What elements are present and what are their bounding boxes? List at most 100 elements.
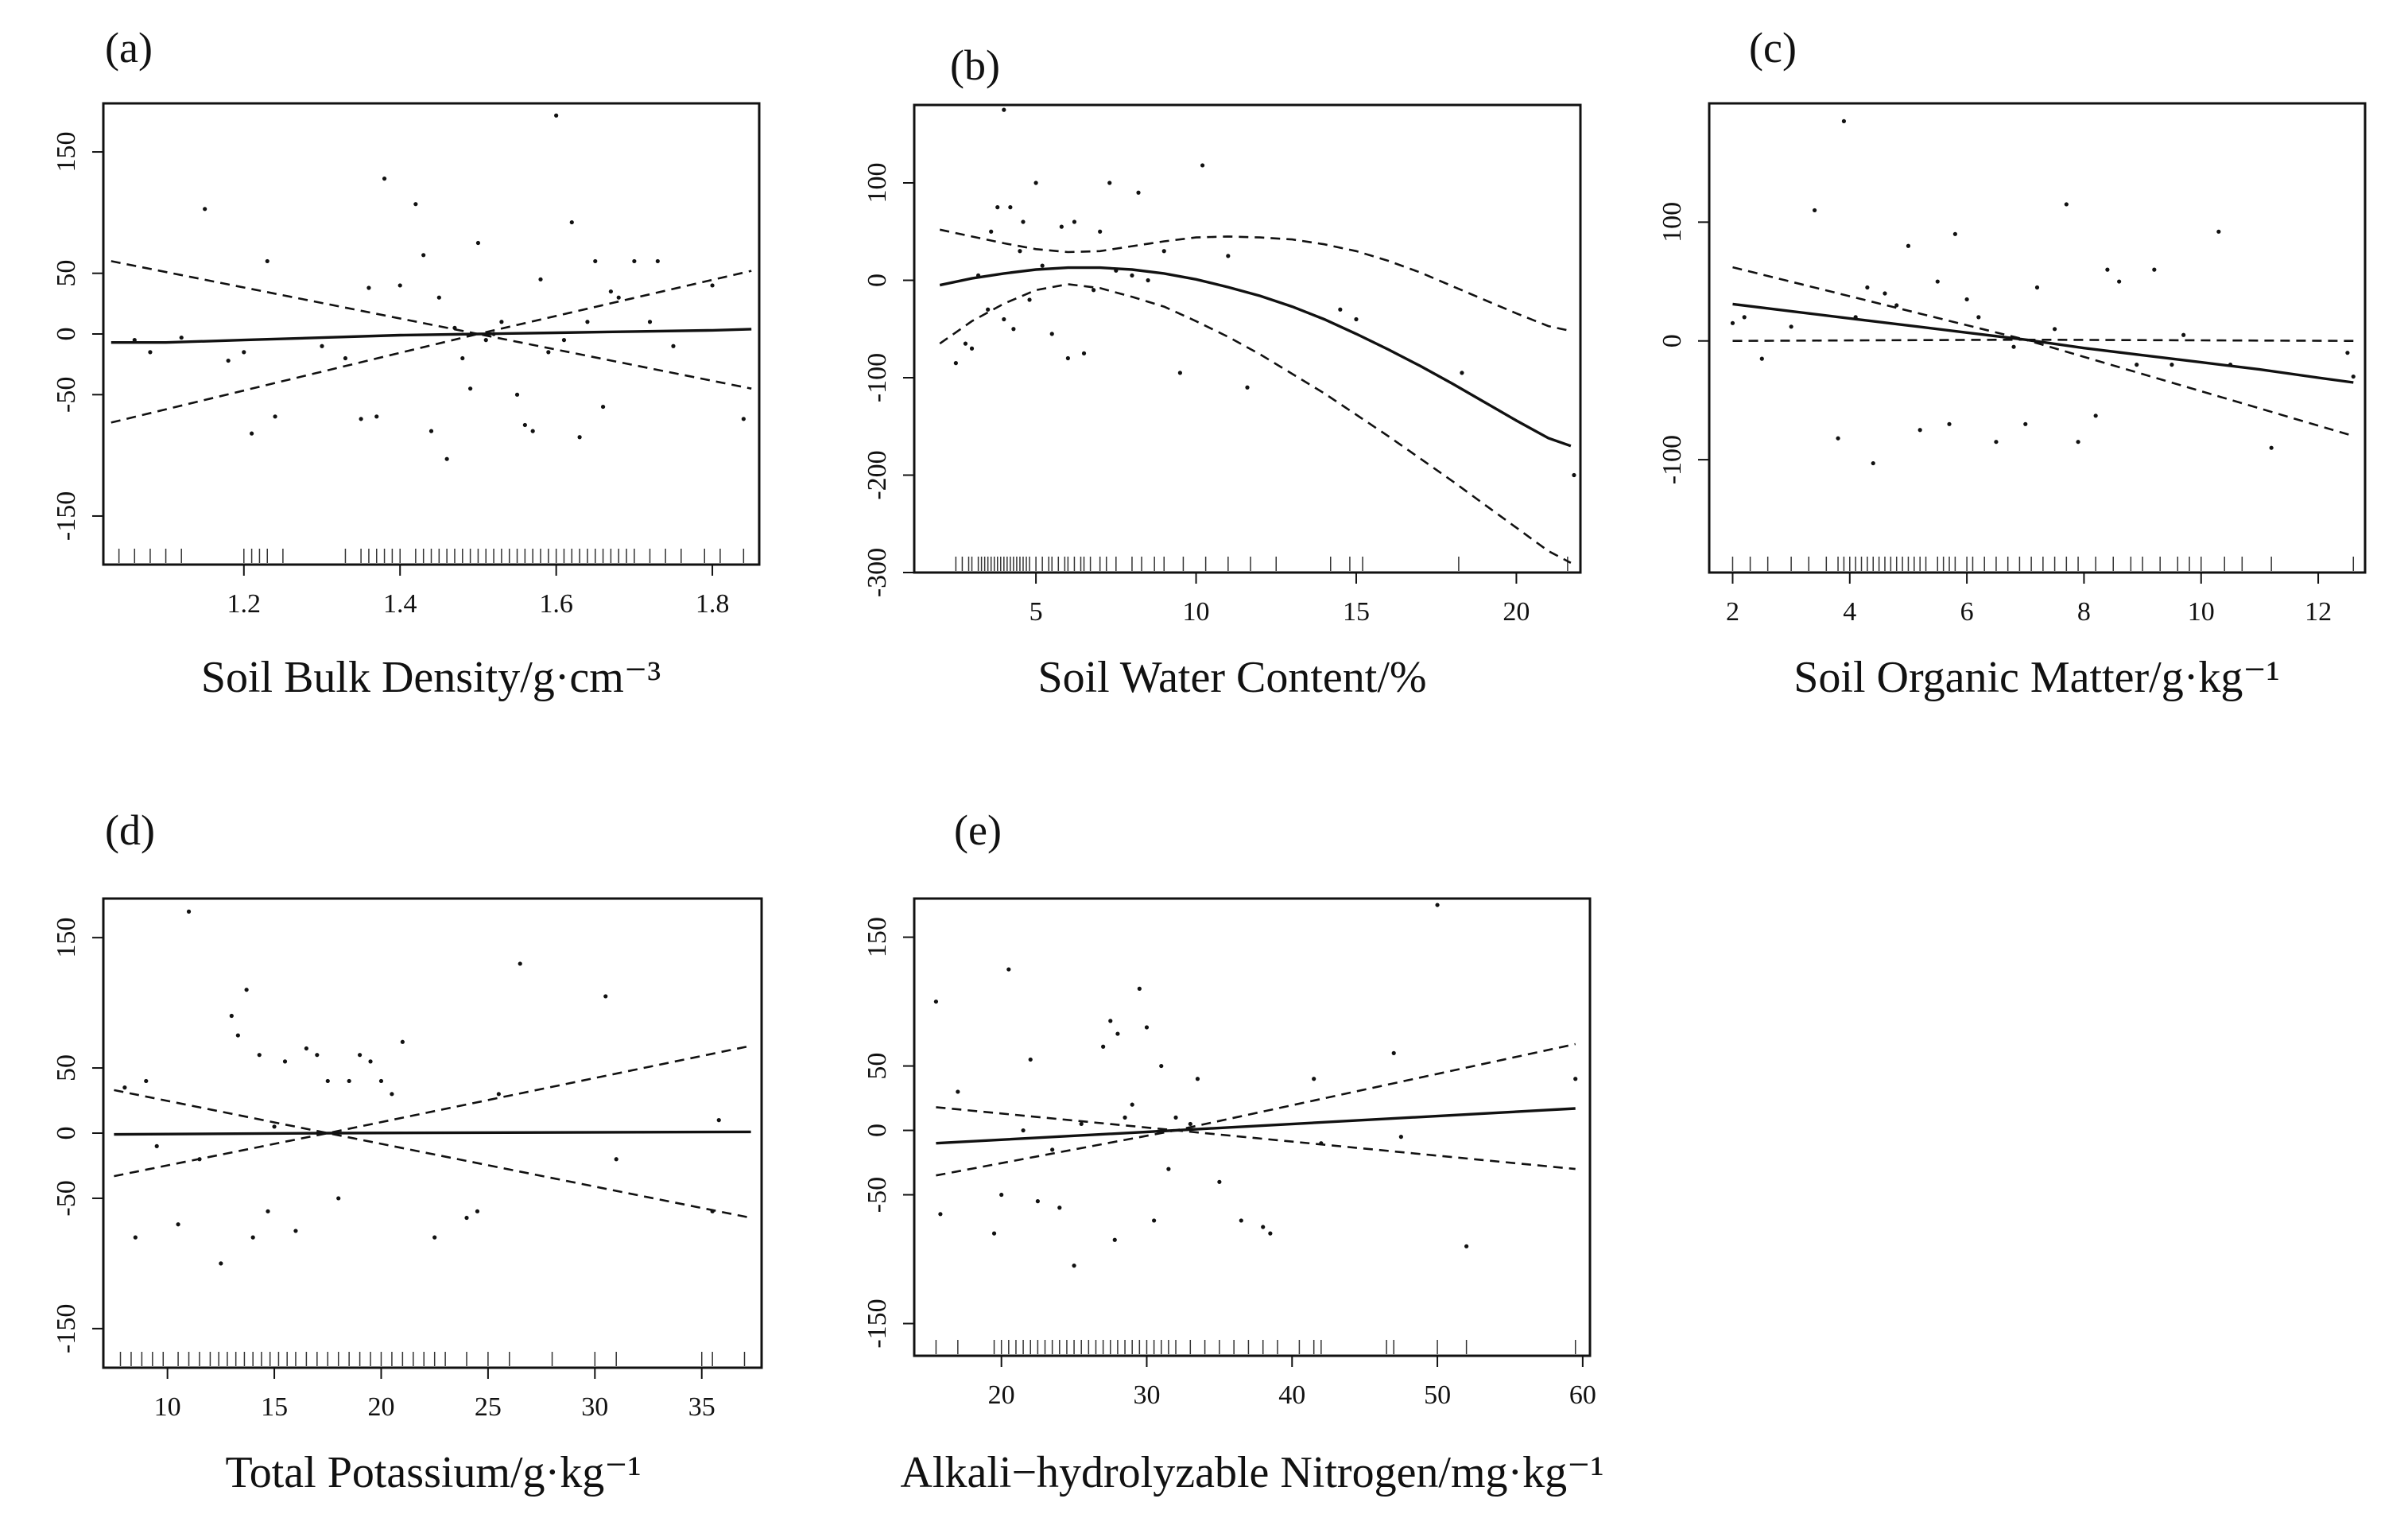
panel-e-point xyxy=(1152,1218,1157,1223)
panel-e-point xyxy=(999,1192,1004,1198)
panel-e-point xyxy=(1079,1121,1084,1127)
panel-c-point xyxy=(2093,413,2098,418)
panel-a-y-tick-label: 0 xyxy=(52,328,81,341)
panel-b-point xyxy=(1065,355,1070,361)
panel-c-point xyxy=(1906,243,1911,248)
panel-b-point xyxy=(1572,472,1576,478)
panel-e-point xyxy=(1312,1077,1316,1081)
panel-d-y-tick-label: 50 xyxy=(52,1054,81,1081)
panel-e-y-axis: 150 50 0 -50 -150 xyxy=(863,917,914,1349)
panel-c-y-tick-label: -100 xyxy=(1658,435,1687,484)
panel-b-point xyxy=(1136,190,1141,195)
panel-e-point xyxy=(1072,1264,1076,1268)
panel-a-point xyxy=(226,358,231,363)
panel-b-y-tick-label: -300 xyxy=(863,548,892,597)
panel-c-point xyxy=(1871,460,1875,466)
panel-e-point xyxy=(1108,1019,1113,1023)
panel-c-point xyxy=(1917,428,1922,433)
panel-d-rug xyxy=(119,1352,746,1366)
panel-d-fit-line xyxy=(114,1130,751,1136)
panel-a-points xyxy=(132,113,746,461)
panel-d-point xyxy=(368,1059,373,1064)
panel-c-points xyxy=(1730,118,2356,466)
panel-a-point xyxy=(593,258,598,264)
panel-e-plot-frame xyxy=(913,897,1592,1357)
panel-a-point xyxy=(655,258,660,264)
panel-b-point xyxy=(1002,107,1006,112)
panel-e-fit-line xyxy=(936,1107,1576,1145)
panel-d-x-tick-label: 35 xyxy=(688,1392,715,1422)
panel-a-x-tick-label: 1.4 xyxy=(383,589,417,619)
panel-e-point xyxy=(1268,1231,1273,1236)
panel-b: (b) 5 10 15 20 100 0 -100 -200 -300 Soil Water … xyxy=(863,41,1582,702)
panel-e-point xyxy=(1159,1063,1164,1069)
panel-a-x-label: Soil Bulk Density/g·cm⁻³ xyxy=(201,653,661,702)
panel-a-point xyxy=(428,429,434,433)
panel-c-x-tick-label: 12 xyxy=(2305,597,2332,627)
panel-c-point xyxy=(2170,363,2174,367)
panel-e-title: (e) xyxy=(954,806,1002,854)
panel-c-upper-band xyxy=(1732,266,2354,342)
panel-a-point xyxy=(436,295,441,300)
panel-d-y-tick-label: 0 xyxy=(52,1127,81,1140)
panel-d-point xyxy=(272,1124,277,1129)
panel-d-point xyxy=(244,988,249,992)
panel-a-point xyxy=(538,277,543,281)
panel-e-y-tick-label: 150 xyxy=(863,917,892,957)
panel-b-x-tick-label: 20 xyxy=(1503,597,1530,627)
panel-b-point xyxy=(1081,351,1087,355)
panel-e-point xyxy=(1195,1077,1200,1081)
panel-a-point xyxy=(577,435,582,440)
panel-e-point xyxy=(991,1231,997,1236)
panel-e-point xyxy=(1123,1115,1127,1120)
panel-d-point xyxy=(614,1157,618,1162)
panel-a-point xyxy=(242,350,246,355)
panel-c-point xyxy=(2105,267,2110,272)
panel-c-rug xyxy=(1731,557,2355,571)
panel-d-point xyxy=(336,1196,341,1201)
panel-c-title: (c) xyxy=(1749,24,1797,72)
panel-c-point xyxy=(2345,351,2350,355)
panel-b-y-tick-label: 100 xyxy=(863,163,892,204)
panel-c-point xyxy=(1994,440,1999,445)
panel-e-rug xyxy=(935,1340,1576,1354)
panel-d-point xyxy=(257,1053,262,1058)
panel-c-point xyxy=(2064,202,2069,207)
panel-e-point xyxy=(1188,1121,1192,1127)
panel-b-point xyxy=(1200,163,1205,168)
panel-e-x-tick-label: 20 xyxy=(988,1380,1015,1410)
panel-d-x-tick-label: 20 xyxy=(367,1392,394,1422)
panel-c-point xyxy=(2181,332,2186,337)
panel-e-point xyxy=(1130,1102,1134,1107)
panel-a-point xyxy=(741,417,746,421)
panel-e-upper-band xyxy=(936,1042,1576,1177)
panel-b-y-tick-label: -200 xyxy=(863,450,892,499)
panel-d-point xyxy=(250,1235,255,1240)
panel-d-x-tick-label: 15 xyxy=(261,1392,288,1422)
panel-e-x-axis: 20 30 40 50 60 xyxy=(988,1356,1596,1410)
panel-a-point xyxy=(522,422,527,428)
panel-a-y-tick-label: -50 xyxy=(52,377,81,413)
panel-c-point xyxy=(1812,208,1817,213)
panel-c-curves xyxy=(1732,266,2354,437)
panel-c-point xyxy=(1836,436,1840,441)
panel-d-x-label: Total Potassium/g·kg⁻¹ xyxy=(225,1448,641,1497)
panel-a-point xyxy=(608,289,613,294)
panel-b-curves xyxy=(939,228,1572,564)
panel-d-x-axis: 10 15 20 25 30 35 xyxy=(154,1368,715,1422)
panel-b-x-tick-label: 15 xyxy=(1343,597,1370,627)
panel-b-x-label: Soil Water Content/% xyxy=(1037,653,1426,702)
panel-c-point xyxy=(2023,421,2028,426)
panel-a-point xyxy=(413,202,418,207)
panel-b-plot-frame xyxy=(913,103,1582,574)
panel-b-y-tick-label: 0 xyxy=(863,274,892,287)
panel-d-curves xyxy=(114,1044,751,1219)
panel-e-y-tick-label: 0 xyxy=(863,1124,892,1137)
panel-e-y-tick-label: 50 xyxy=(863,1053,892,1080)
panel-b-point xyxy=(989,229,994,234)
panel-b-point xyxy=(1027,297,1032,302)
panel-e-point xyxy=(1217,1179,1222,1184)
panel-d-point xyxy=(235,1033,240,1038)
panel-a-point xyxy=(514,392,520,397)
panel-c-point xyxy=(1789,324,1793,329)
